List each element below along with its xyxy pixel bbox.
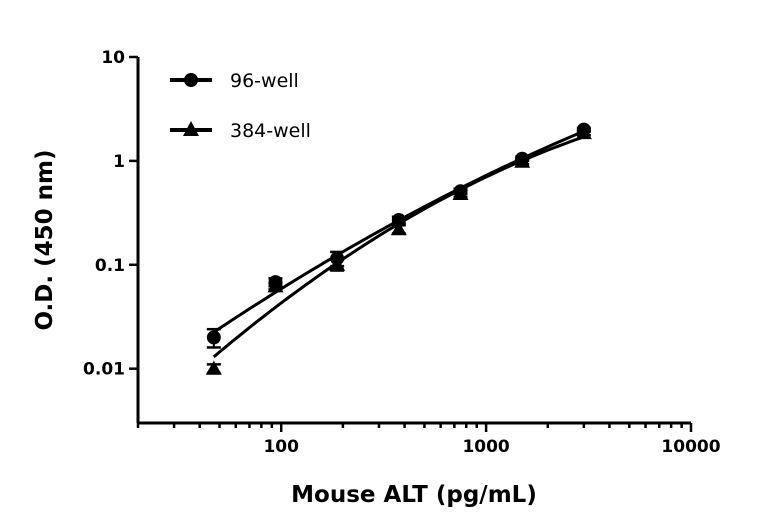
data-points xyxy=(205,122,592,375)
data-point-96-well xyxy=(206,330,221,345)
data-point-384-well xyxy=(514,153,531,168)
legend-marker-triangle xyxy=(183,121,199,136)
data-point-384-well xyxy=(390,221,407,236)
legend: 96-well 384-well xyxy=(170,70,311,142)
x-tick-label: 1000 xyxy=(462,437,509,457)
x-axis-label: Mouse ALT (pg/mL) xyxy=(291,482,537,508)
data-point-384-well xyxy=(267,278,284,293)
legend-label-96-well: 96-well xyxy=(230,70,299,92)
data-point-96-well xyxy=(391,212,406,227)
data-point-384-well xyxy=(329,256,346,271)
legend-label-384-well: 384-well xyxy=(230,120,311,142)
y-tick-label: 1 xyxy=(113,152,125,172)
axes: 100 1000 10000 0.01 0.1 1 10 xyxy=(83,48,721,457)
y-tick-label: 0.01 xyxy=(83,360,125,380)
data-point-384-well xyxy=(575,125,592,140)
y-axis-label: O.D. (450 nm) xyxy=(32,149,58,330)
y-tick-label: 0.1 xyxy=(95,256,125,276)
y-tick-label: 10 xyxy=(101,48,125,68)
data-point-384-well xyxy=(452,186,469,201)
data-point-384-well xyxy=(205,360,222,375)
x-tick-label: 10000 xyxy=(661,437,720,457)
x-tick-label: 100 xyxy=(263,437,299,457)
fit-curve-384-well xyxy=(212,135,585,358)
legend-marker-circle xyxy=(184,73,198,87)
